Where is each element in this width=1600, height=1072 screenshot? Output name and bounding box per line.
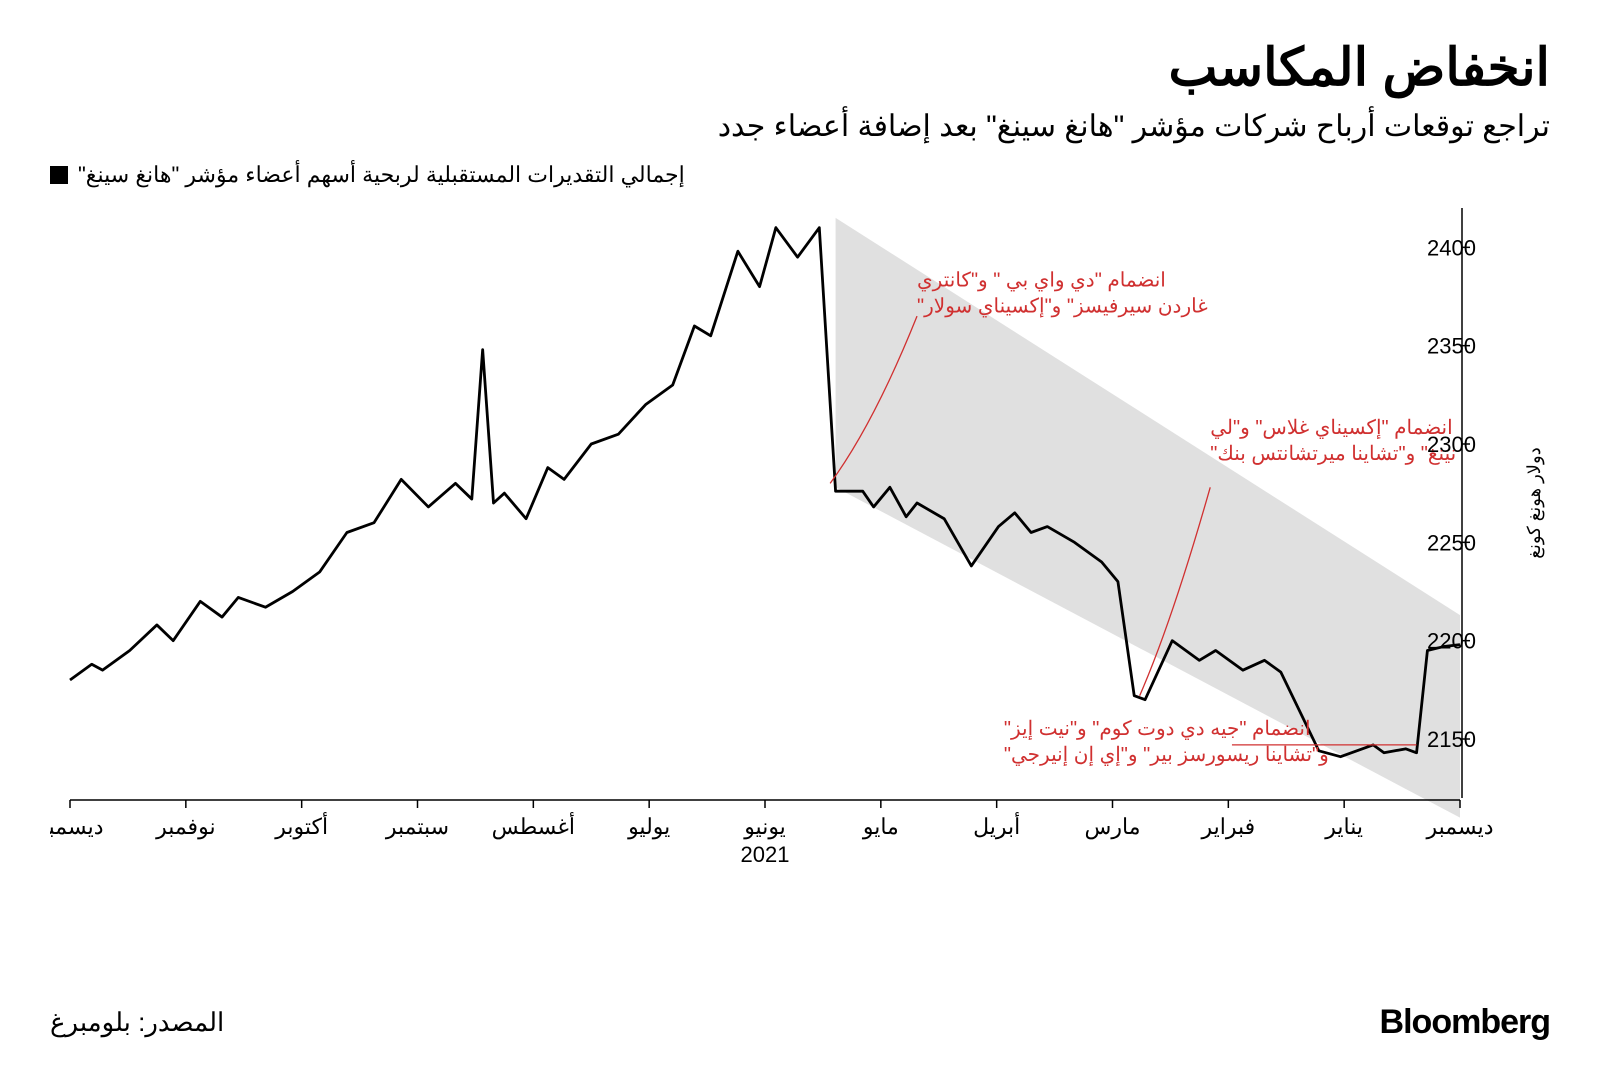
svg-text:2400: 2400 bbox=[1427, 236, 1476, 261]
svg-text:فبراير: فبراير bbox=[1200, 814, 1255, 840]
brand-logo: Bloomberg bbox=[1380, 1003, 1550, 1042]
svg-text:مايو: مايو bbox=[862, 814, 899, 840]
svg-text:سبتمبر: سبتمبر bbox=[385, 814, 449, 840]
line-chart-svg: 215022002250230023502400دولار هونغ كونغد… bbox=[50, 198, 1550, 878]
chart-subtitle: تراجع توقعات أرباح شركات مؤشر "هانغ سينغ… bbox=[50, 109, 1550, 144]
legend: إجمالي التقديرات المستقبلية لربحية أسهم … bbox=[50, 162, 1550, 188]
svg-text:ديسمبر: ديسمبر bbox=[1425, 814, 1493, 840]
svg-text:أكتوبر: أكتوبر bbox=[274, 811, 328, 840]
svg-text:ديسمبر: ديسمبر bbox=[50, 814, 104, 840]
svg-text:غاردن سيرفيسز" و"إكسيناي سولار: غاردن سيرفيسز" و"إكسيناي سولار" bbox=[917, 296, 1208, 319]
chart-area: 215022002250230023502400دولار هونغ كونغد… bbox=[50, 198, 1550, 878]
svg-text:يناير: يناير bbox=[1324, 814, 1363, 840]
svg-text:مارس: مارس bbox=[1085, 814, 1141, 840]
svg-text:يوليو: يوليو bbox=[627, 814, 670, 840]
svg-text:انضمام "جيه دي دوت كوم" و"نيت: انضمام "جيه دي دوت كوم" و"نيت إيز" bbox=[1004, 718, 1311, 741]
svg-text:دولار هونغ كونغ: دولار هونغ كونغ bbox=[1524, 447, 1545, 559]
svg-text:انضمام "إكسيناي غلاس" و"لي: انضمام "إكسيناي غلاس" و"لي bbox=[1210, 417, 1452, 440]
chart-title: انخفاض المكاسب bbox=[50, 40, 1550, 97]
svg-text:2021: 2021 bbox=[741, 842, 790, 867]
svg-text:يونيو: يونيو bbox=[743, 814, 786, 840]
svg-text:نوفمبر: نوفمبر bbox=[155, 814, 216, 840]
legend-label: إجمالي التقديرات المستقبلية لربحية أسهم … bbox=[78, 162, 685, 188]
legend-swatch bbox=[50, 166, 68, 184]
svg-text:و"تشاينا ريسورسز بير" و"إي إن: و"تشاينا ريسورسز بير" و"إي إن إنيرجي" bbox=[1004, 744, 1329, 767]
svg-text:2250: 2250 bbox=[1427, 531, 1476, 556]
svg-text:أغسطس: أغسطس bbox=[492, 811, 575, 840]
svg-text:أبريل: أبريل bbox=[973, 811, 1020, 840]
svg-text:2350: 2350 bbox=[1427, 334, 1476, 359]
svg-text:2150: 2150 bbox=[1427, 727, 1476, 752]
svg-text:نينغ" و"تشاينا ميرتشانتس بنك": نينغ" و"تشاينا ميرتشانتس بنك" bbox=[1210, 443, 1456, 465]
source-label: المصدر: بلومبرغ bbox=[50, 1007, 224, 1038]
svg-text:انضمام "دي واي بي " و"كانتري: انضمام "دي واي بي " و"كانتري bbox=[917, 270, 1166, 292]
